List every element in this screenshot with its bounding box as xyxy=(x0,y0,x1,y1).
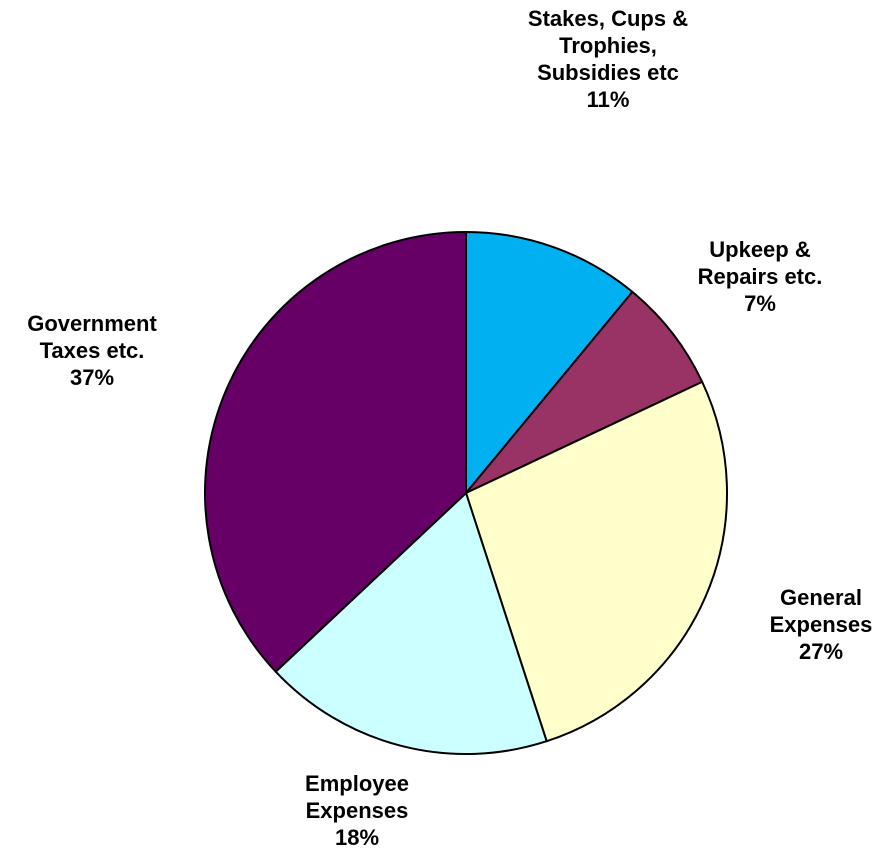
pie-slice-employee-expenses xyxy=(274,492,548,755)
slice-label-text: Government xyxy=(27,311,157,336)
slice-percent-label: 11% xyxy=(586,87,630,112)
slice-label-text: Upkeep & xyxy=(709,237,811,262)
slice-label-upkeep-repairs: Upkeep & Repairs etc. 7% xyxy=(698,236,823,317)
pie-slice-upkeep-repairs xyxy=(465,290,704,494)
pie-slice-stakes-cups-trophies xyxy=(465,231,634,494)
slice-label-text: Repairs etc. xyxy=(697,264,823,289)
slice-label-text: Stakes, Cups & xyxy=(527,6,689,31)
slice-label-text: Trophies, xyxy=(559,33,657,58)
slice-label-employee-expenses: Employee Expenses 18% xyxy=(305,770,409,851)
slice-percent-label: 27% xyxy=(798,639,844,664)
slice-label-text: General xyxy=(780,585,862,610)
slice-label-text: Subsidies etc xyxy=(537,60,679,85)
slice-percent-label: 37% xyxy=(69,365,115,390)
slice-label-text: Taxes etc. xyxy=(39,338,145,363)
slice-label-text: Expenses xyxy=(769,612,873,637)
pie-slice-general-expenses xyxy=(465,380,728,743)
slice-percent-label: 18% xyxy=(334,825,380,850)
slice-label-government-taxes: Government Taxes etc. 37% xyxy=(27,310,157,391)
slice-label-text: Expenses xyxy=(305,798,409,823)
slice-label-general-expenses: General Expenses 27% xyxy=(770,584,873,665)
slice-label-stakes-cups-trophies: Stakes, Cups & Trophies, Subsidies etc 11% xyxy=(528,5,688,113)
pie-slice-government-taxes xyxy=(204,231,467,673)
slice-label-text: Employee xyxy=(305,771,409,796)
slice-percent-label: 7% xyxy=(744,291,776,316)
